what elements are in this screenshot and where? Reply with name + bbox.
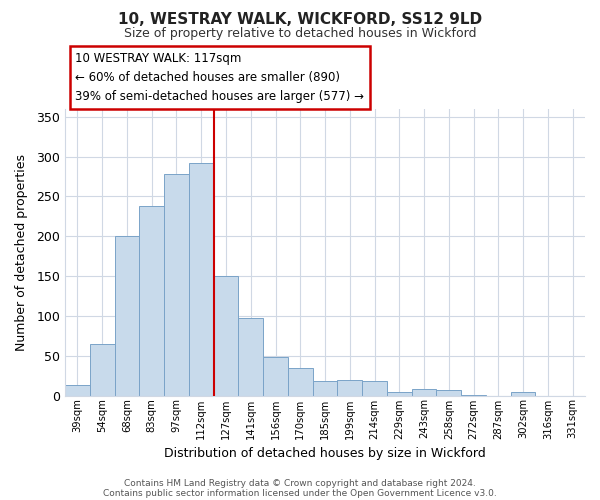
Bar [313,381,337,396]
Bar [436,390,461,396]
Bar [412,389,436,396]
Bar [511,392,535,396]
Bar [337,380,362,396]
Bar [90,344,115,396]
Bar [214,276,238,396]
Bar [362,381,387,396]
Bar [189,163,214,396]
Bar [238,318,263,396]
Bar [164,174,189,396]
Bar [263,358,288,396]
Bar [288,368,313,396]
Text: 10, WESTRAY WALK, WICKFORD, SS12 9LD: 10, WESTRAY WALK, WICKFORD, SS12 9LD [118,12,482,28]
Bar [139,206,164,396]
Bar [65,385,90,396]
Text: 10 WESTRAY WALK: 117sqm
← 60% of detached houses are smaller (890)
39% of semi-d: 10 WESTRAY WALK: 117sqm ← 60% of detache… [76,52,364,103]
Y-axis label: Number of detached properties: Number of detached properties [15,154,28,350]
Bar [387,392,412,396]
Bar [115,236,139,396]
Text: Size of property relative to detached houses in Wickford: Size of property relative to detached ho… [124,28,476,40]
X-axis label: Distribution of detached houses by size in Wickford: Distribution of detached houses by size … [164,447,486,460]
Text: Contains HM Land Registry data © Crown copyright and database right 2024.: Contains HM Land Registry data © Crown c… [124,478,476,488]
Bar [461,394,486,396]
Text: Contains public sector information licensed under the Open Government Licence v3: Contains public sector information licen… [103,488,497,498]
